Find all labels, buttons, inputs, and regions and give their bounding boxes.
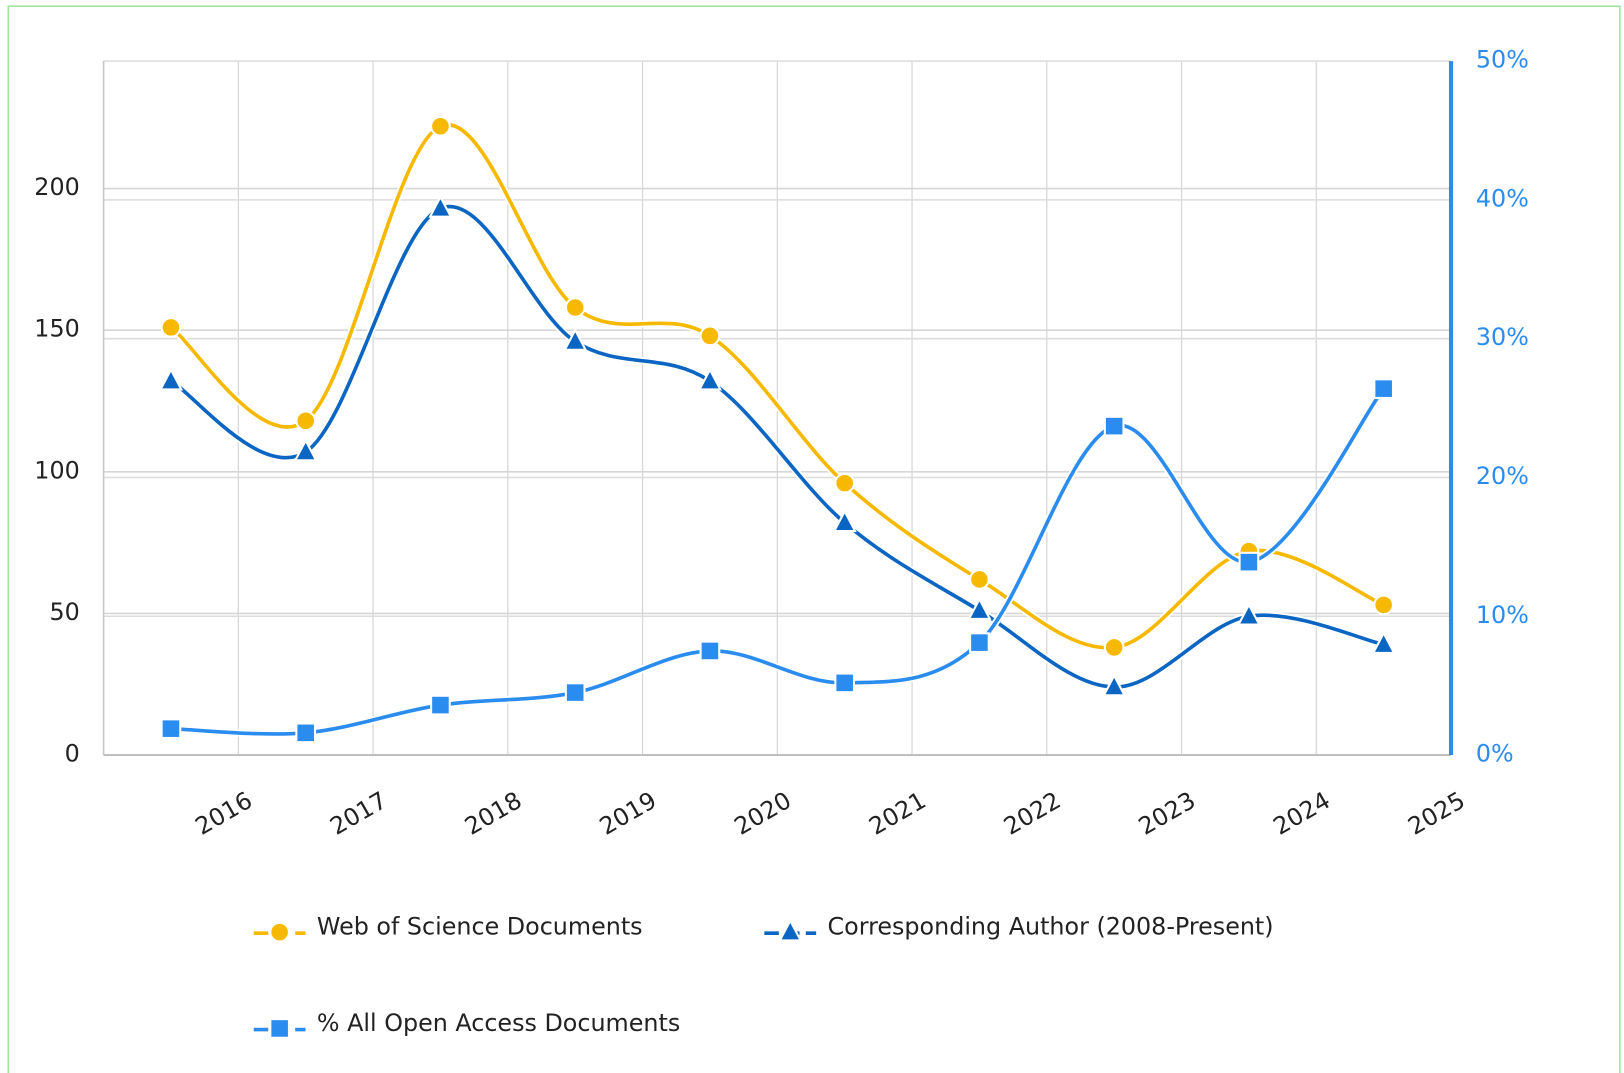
x-tick-label: 2020 xyxy=(729,786,795,841)
marker xyxy=(969,632,990,653)
x-tick-label: 2018 xyxy=(460,786,526,841)
marker xyxy=(697,367,723,391)
labels: 0 50 100 150 200 0% 10% 20% 30% 40% 50% 2016 2017 201… xyxy=(34,46,1529,1039)
series-line xyxy=(170,204,1385,689)
y-tick-label: 100 xyxy=(34,456,79,484)
marker xyxy=(1373,378,1395,399)
marker xyxy=(1236,602,1261,626)
marker xyxy=(563,327,588,351)
x-tick-label: 2024 xyxy=(1268,786,1334,841)
y2-tick-label: 40% xyxy=(1476,184,1529,212)
marker xyxy=(564,682,586,703)
y2-tick-label: 30% xyxy=(1476,323,1529,351)
marker xyxy=(160,316,182,338)
marker xyxy=(269,1018,290,1039)
y2-tick-label: 0% xyxy=(1476,740,1514,768)
marker xyxy=(158,367,184,391)
x-tick-label: 2023 xyxy=(1134,786,1200,841)
x-tick-label: 2025 xyxy=(1403,786,1469,841)
y2-tick-label: 20% xyxy=(1476,462,1529,490)
marker xyxy=(293,438,318,462)
marker xyxy=(430,694,451,716)
y-tick-label: 150 xyxy=(34,315,79,343)
marker xyxy=(834,672,856,694)
legend-label: Corresponding Author (2008-Present) xyxy=(828,913,1274,941)
marker xyxy=(428,194,453,218)
y-tick-label: 200 xyxy=(34,173,79,201)
marker xyxy=(1238,551,1260,573)
marker xyxy=(1373,594,1395,616)
marker xyxy=(1371,630,1396,654)
marker xyxy=(1103,415,1125,437)
marker xyxy=(778,918,803,942)
marker xyxy=(967,596,992,620)
y2-tick-label: 10% xyxy=(1476,601,1529,629)
marker xyxy=(295,410,317,432)
marker xyxy=(1103,637,1125,658)
marker xyxy=(564,297,586,318)
x-tick-label: 2019 xyxy=(595,786,661,841)
legend-label: % All Open Access Documents xyxy=(317,1009,680,1037)
markers xyxy=(158,115,1396,744)
y-tick-label: 0 xyxy=(65,740,80,768)
grid xyxy=(102,60,1454,756)
frame xyxy=(7,5,1621,1073)
x-tick-label: 2021 xyxy=(864,786,930,841)
marker xyxy=(969,569,990,590)
marker xyxy=(699,325,721,347)
x-tick-label: 2022 xyxy=(999,786,1065,841)
legend-label: Web of Science Documents xyxy=(317,913,643,941)
marker xyxy=(295,722,317,744)
marker xyxy=(160,718,182,740)
x-tick-label: 2016 xyxy=(191,786,257,841)
marker xyxy=(430,115,451,137)
marker xyxy=(834,472,856,494)
marker xyxy=(699,640,721,662)
x-tick-label: 2017 xyxy=(325,786,391,841)
marker xyxy=(269,921,290,943)
y-tick-label: 50 xyxy=(49,598,79,626)
marker xyxy=(832,509,857,533)
marker xyxy=(1102,673,1127,697)
series-line xyxy=(169,122,1385,650)
y2-tick-label: 50% xyxy=(1476,46,1529,74)
